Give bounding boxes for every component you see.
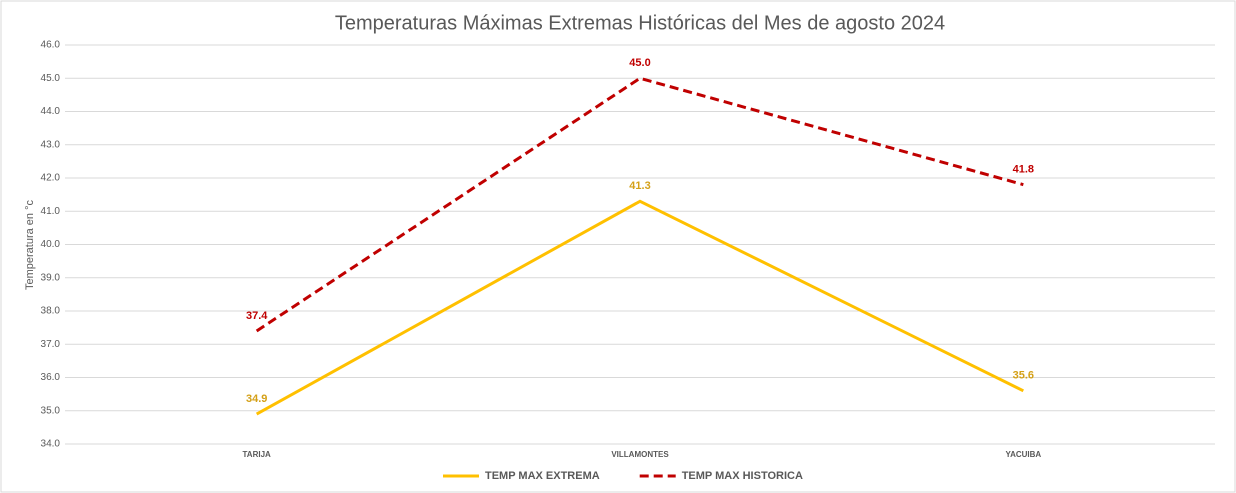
y-tick-label: 39.0 (41, 272, 61, 283)
x-tick-label: VILLAMONTES (611, 450, 669, 459)
x-tick-label: YACUIBA (1005, 450, 1041, 459)
y-tick-label: 45.0 (41, 73, 61, 84)
y-tick-label: 46.0 (41, 40, 61, 51)
data-label: 34.9 (246, 393, 267, 405)
y-tick-label: 41.0 (41, 206, 61, 217)
y-tick-label: 35.0 (41, 405, 61, 416)
y-tick-label: 44.0 (41, 106, 61, 117)
y-tick-label: 42.0 (41, 173, 61, 184)
chart-title: Temperaturas Máximas Extremas Históricas… (335, 12, 945, 34)
data-label: 45.0 (629, 57, 650, 69)
data-label: 41.3 (629, 180, 650, 192)
y-tick-label: 34.0 (41, 439, 61, 450)
data-label: 41.8 (1013, 164, 1034, 176)
legend-label: TEMP MAX HISTORICA (682, 470, 803, 482)
y-tick-label: 38.0 (41, 306, 61, 317)
y-tick-label: 40.0 (41, 239, 61, 250)
y-tick-label: 36.0 (41, 372, 61, 383)
data-label: 37.4 (246, 310, 268, 322)
x-tick-label: TARIJA (243, 450, 272, 459)
data-label: 35.6 (1013, 370, 1034, 382)
y-axis-label: Temperatura en °c (24, 200, 36, 290)
legend-label: TEMP MAX EXTREMA (485, 470, 600, 482)
y-tick-label: 37.0 (41, 339, 61, 350)
y-tick-label: 43.0 (41, 139, 61, 150)
data-line (255, 199, 1024, 416)
